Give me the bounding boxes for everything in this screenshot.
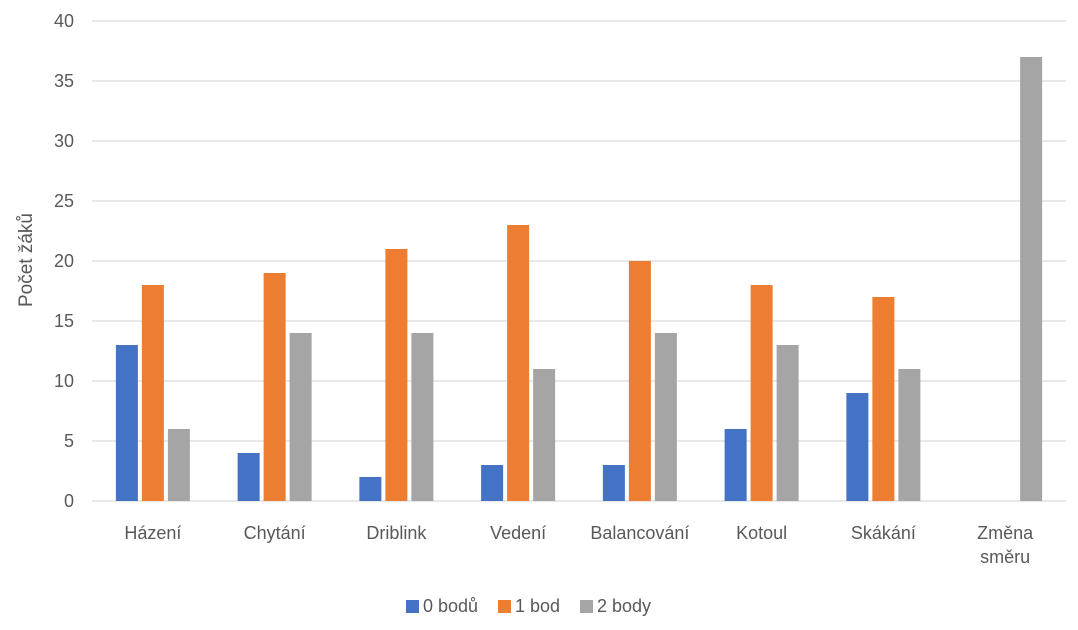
- legend: 0 bodů 1 bod 2 body: [406, 596, 651, 616]
- x-category-label: Driblink: [366, 523, 427, 543]
- x-category-label-line: Chytání: [244, 523, 306, 543]
- bar-1-bod: [507, 225, 530, 501]
- x-category-label-line: Balancování: [590, 523, 689, 543]
- x-category-label-line: Kotoul: [736, 523, 787, 543]
- bar-0-bodů: [481, 465, 504, 501]
- legend-swatch: [580, 600, 593, 613]
- bar-2-body: [411, 333, 434, 501]
- legend-swatch: [406, 600, 419, 613]
- bars: [115, 57, 1043, 501]
- x-category-label-line: směru: [980, 547, 1030, 567]
- y-tick-label: 25: [54, 191, 74, 211]
- y-tick-label: 0: [64, 491, 74, 511]
- x-category-label-line: Skákání: [851, 523, 916, 543]
- bar-2-body: [898, 369, 921, 501]
- bar-0-bodů: [359, 477, 382, 501]
- y-tick-label: 5: [64, 431, 74, 451]
- y-tick-label: 20: [54, 251, 74, 271]
- x-category-label-line: Driblink: [366, 523, 427, 543]
- bar-0-bodů: [115, 345, 138, 501]
- bar-0-bodů: [237, 453, 260, 501]
- bar-1-bod: [385, 249, 408, 501]
- y-tick-label: 40: [54, 11, 74, 31]
- bar-2-body: [654, 333, 677, 501]
- bar-1-bod: [628, 261, 651, 501]
- bar-2-body: [167, 429, 190, 501]
- x-category-label: Balancování: [590, 523, 689, 543]
- legend-label: 0 bodů: [423, 596, 478, 616]
- legend-swatch: [498, 600, 511, 613]
- bar-2-body: [776, 345, 799, 501]
- x-category-label: Chytání: [244, 523, 306, 543]
- y-tick-label: 10: [54, 371, 74, 391]
- y-axis-title: Počet žáků: [16, 213, 37, 307]
- gridlines: [92, 20, 1066, 502]
- x-category-label: Změna směru: [977, 523, 1034, 567]
- x-category-label-line: Změna: [977, 523, 1034, 543]
- bar-2-body: [289, 333, 312, 501]
- y-tick-label: 30: [54, 131, 74, 151]
- bar-1-bod: [750, 285, 773, 501]
- bar-0-bodů: [724, 429, 747, 501]
- x-category-label: Kotoul: [736, 523, 787, 543]
- bar-0-bodů: [846, 393, 869, 501]
- bar-2-body: [533, 369, 556, 501]
- bar-2-body: [1020, 57, 1043, 501]
- x-category-label: Vedení: [490, 523, 546, 543]
- bar-0-bodů: [602, 465, 625, 501]
- bar-1-bod: [872, 297, 895, 501]
- bar-1-bod: [141, 285, 164, 501]
- x-category-label-line: Vedení: [490, 523, 546, 543]
- legend-label: 1 bod: [515, 596, 560, 616]
- y-tick-label: 15: [54, 311, 74, 331]
- x-category-label: Skákání: [851, 523, 916, 543]
- legend-label: 2 body: [597, 596, 651, 616]
- x-category-label: Házení: [124, 523, 181, 543]
- y-axis-ticks: 0 5 10 15 20 25 30 35 40: [54, 11, 74, 511]
- x-category-label-line: Házení: [124, 523, 181, 543]
- bar-1-bod: [263, 273, 286, 501]
- x-axis-categories: Házení Chytání Driblink Vedení Balancování Ko…: [124, 523, 1034, 567]
- y-tick-label: 35: [54, 71, 74, 91]
